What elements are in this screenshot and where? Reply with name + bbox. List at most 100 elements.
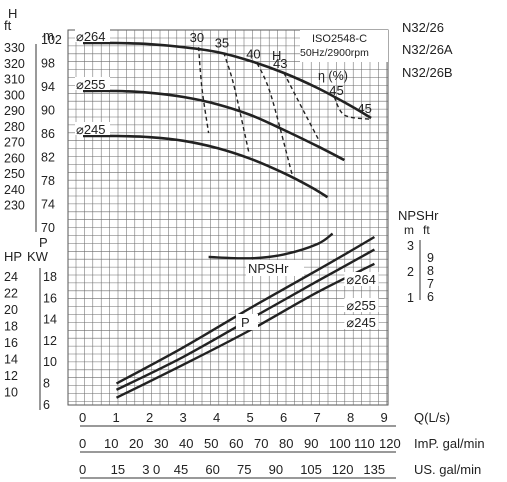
x-axis-tick: 7 <box>314 410 321 425</box>
npsh-ft-unit: ft <box>423 223 430 237</box>
power-kw-tick: 16 <box>43 291 57 305</box>
x-axis-tick: 60 <box>205 462 219 477</box>
x-axis-label: US. gal/min <box>414 462 481 477</box>
x-axis-tick: 90 <box>304 436 318 451</box>
head-ft-tick: 280 <box>4 120 25 134</box>
standard-box <box>300 30 388 62</box>
x-axis-tick: 120 <box>379 436 401 451</box>
label-bg <box>236 314 258 330</box>
npsh-ft-tick: 9 <box>427 251 434 265</box>
label-bg <box>344 315 379 329</box>
standard-label: ISO2548-C <box>312 33 367 45</box>
model-label-n32-26a: N32/26A <box>402 42 453 57</box>
efficiency-isoline <box>256 63 294 176</box>
efficiency-label: 43 <box>273 56 287 71</box>
efficiency-label-end: 45 <box>357 101 371 116</box>
npsh-ft-tick: 6 <box>427 290 434 304</box>
x-axis-tick: 75 <box>237 462 251 477</box>
power-curve-label: ⌀264 <box>346 272 376 287</box>
power-letter: P <box>39 235 48 250</box>
head-letter: H <box>8 6 17 21</box>
x-axis-tick: 90 <box>269 462 283 477</box>
head-m-tick: 94 <box>41 80 55 94</box>
x-axis-tick: 40 <box>179 436 193 451</box>
head-ft-tick: 330 <box>4 41 25 55</box>
x-axis-tick: 70 <box>254 436 268 451</box>
head-m-tick: 70 <box>41 221 55 235</box>
head-curve <box>82 89 345 162</box>
head-ft-tick: 320 <box>4 57 25 71</box>
power-hp-tick: 18 <box>4 320 18 334</box>
power-kw-tick: 12 <box>43 334 57 348</box>
npsh-axis-label: NPSHr <box>398 208 439 223</box>
x-axis-tick: 60 <box>229 436 243 451</box>
npsh-m-tick: 3 <box>407 239 414 253</box>
head-curve-label: ⌀245 <box>76 122 106 137</box>
npsh-m-tick: 2 <box>407 265 414 279</box>
x-axis-tick: 110 <box>354 436 375 451</box>
npsh-ft-tick: 7 <box>427 277 434 291</box>
head-m-tick: 78 <box>41 174 55 188</box>
x-axis-tick: 45 <box>174 462 188 477</box>
x-axis-tick: 15 <box>111 462 125 477</box>
head-curve-letter: H <box>272 48 281 63</box>
x-axis-tick: 0 <box>79 462 86 477</box>
x-axis-tick: 0 <box>79 410 86 425</box>
x-axis-tick: 3 <box>180 410 187 425</box>
head-curve-label: ⌀264 <box>76 29 106 44</box>
x-axis-tick: 30 <box>154 436 168 451</box>
label-bg <box>75 122 110 135</box>
power-hp-tick: 22 <box>4 287 18 301</box>
efficiency-label: 40 <box>246 46 260 61</box>
x-axis-tick: 3 0 <box>142 462 160 477</box>
x-axis-label: ImP. gal/min <box>414 436 485 451</box>
head-curve <box>82 134 329 199</box>
model-label-n32-26: N32/26 <box>402 20 444 35</box>
head-m-tick: 98 <box>41 57 55 71</box>
power-curve <box>115 262 375 399</box>
head-ft-tick: 270 <box>4 136 25 150</box>
power-hp-tick: 14 <box>4 353 18 367</box>
power-curve-letter: P <box>241 315 250 330</box>
power-hp-tick: 12 <box>4 369 18 383</box>
head-ft-tick: 240 <box>4 183 25 197</box>
efficiency-isoline <box>223 52 250 153</box>
speed-label: 50Hz/2900rpm <box>300 47 369 59</box>
power-hp-label: HP <box>4 249 22 264</box>
x-axis-tick: 4 <box>213 410 220 425</box>
npshr-curve-label: NPSHr <box>248 261 289 276</box>
label-bg <box>344 272 379 286</box>
power-hp-tick: 10 <box>4 386 18 400</box>
power-hp-tick: 24 <box>4 270 18 284</box>
power-hp-tick: 20 <box>4 303 18 317</box>
head-curve-label: ⌀255 <box>76 77 106 92</box>
x-axis-tick: 80 <box>279 436 293 451</box>
x-axis-tick: 0 <box>79 436 86 451</box>
head-ft-tick: 260 <box>4 151 25 165</box>
head-m-tick: 102 <box>41 33 62 47</box>
label-bg <box>75 77 110 90</box>
x-axis-tick: 8 <box>347 410 354 425</box>
efficiency-label: 30 <box>190 30 204 45</box>
model-label-n32-26b: N32/26B <box>402 65 453 80</box>
head-ft-tick: 300 <box>4 88 25 102</box>
head-ft-tick: 290 <box>4 104 25 118</box>
x-axis-label: Q(L/s) <box>414 410 450 425</box>
x-axis-tick: 120 <box>332 462 354 477</box>
efficiency-label: 35 <box>215 36 229 51</box>
head-ft-tick: 230 <box>4 199 25 213</box>
head-m-tick: 90 <box>41 104 55 118</box>
head-m-tick: 86 <box>41 127 55 141</box>
x-axis-tick: 9 <box>381 410 388 425</box>
power-kw-label: KW <box>27 249 49 264</box>
head-ft-tick: 250 <box>4 167 25 181</box>
head-m-unit: m <box>43 28 54 43</box>
power-curve <box>115 235 376 385</box>
x-axis-tick: 105 <box>300 462 322 477</box>
label-bg <box>75 29 110 42</box>
power-curve-label: ⌀245 <box>346 315 376 330</box>
head-m-tick: 82 <box>41 151 55 165</box>
power-hp-tick: 16 <box>4 336 18 350</box>
npshr-curve <box>208 232 334 260</box>
